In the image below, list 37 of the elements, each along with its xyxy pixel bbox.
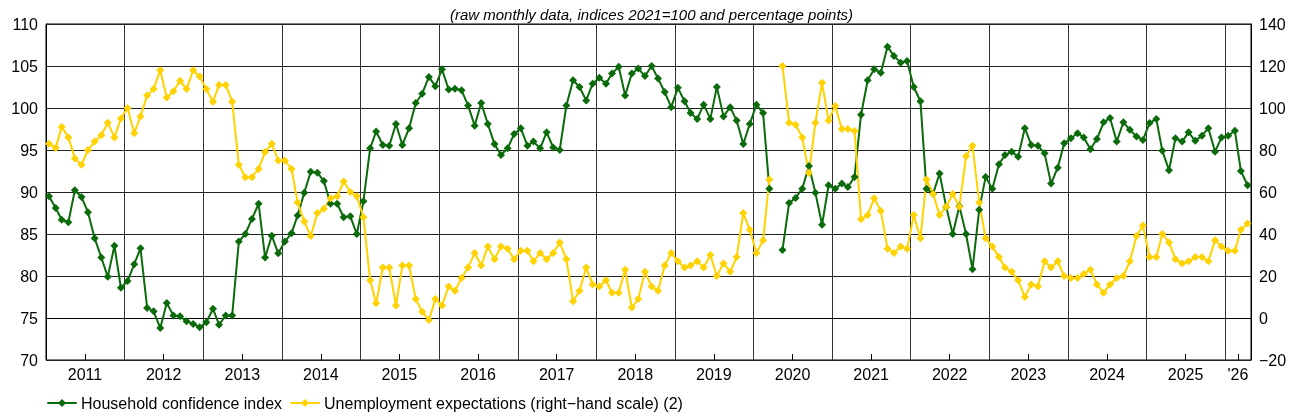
x-tick-label: 2011 (67, 365, 103, 383)
x-tick-label: 2024 (1089, 365, 1125, 383)
x-tick-label: 2017 (538, 365, 575, 383)
legend-label: Household confidence index (81, 394, 283, 412)
y-tick-label: 70 (20, 351, 39, 369)
legend-label: Unemployment expectations (right−hand scale) (2) (324, 394, 683, 412)
y-tick-label: 85 (20, 225, 39, 243)
y-tick-label: 100 (11, 99, 39, 117)
y2-tick-label: 0 (1259, 309, 1268, 327)
x-tick-label: 2014 (303, 365, 339, 383)
y2-tick-label: 80 (1259, 141, 1277, 159)
x-tick-label: 2020 (774, 365, 811, 383)
y-tick-label: 90 (20, 183, 39, 201)
y-tick-label: 75 (20, 309, 39, 327)
x-tick-label: 2018 (617, 365, 654, 383)
y2-tick-label: −20 (1259, 351, 1287, 369)
x-tick-label: 2023 (1010, 365, 1047, 383)
x-tick-label: 2012 (145, 365, 182, 383)
x-tick-label: 2016 (460, 365, 497, 383)
y2-tick-label: 100 (1259, 99, 1286, 117)
x-tick-label: 2019 (696, 365, 732, 383)
y2-tick-label: 40 (1259, 225, 1277, 243)
x-tick-label: '26 (1227, 365, 1249, 383)
x-tick-label: 2022 (931, 365, 968, 383)
y-tick-label: 95 (20, 141, 39, 159)
y2-tick-label: 20 (1259, 267, 1277, 285)
x-tick-label: 2013 (224, 365, 261, 383)
chart-subtitle: (raw monthly data, indices 2021=100 and percentage points) (449, 6, 854, 23)
y-tick-label: 110 (12, 15, 39, 33)
y-tick-label: 105 (11, 57, 39, 75)
x-tick-label: 2025 (1167, 365, 1204, 383)
x-tick-label: 2015 (381, 365, 418, 383)
y2-tick-label: 120 (1259, 57, 1286, 75)
x-tick-label: 2021 (853, 365, 890, 383)
y2-tick-label: 140 (1259, 15, 1286, 33)
y2-tick-label: 60 (1259, 183, 1277, 201)
y-tick-label: 80 (20, 267, 39, 285)
